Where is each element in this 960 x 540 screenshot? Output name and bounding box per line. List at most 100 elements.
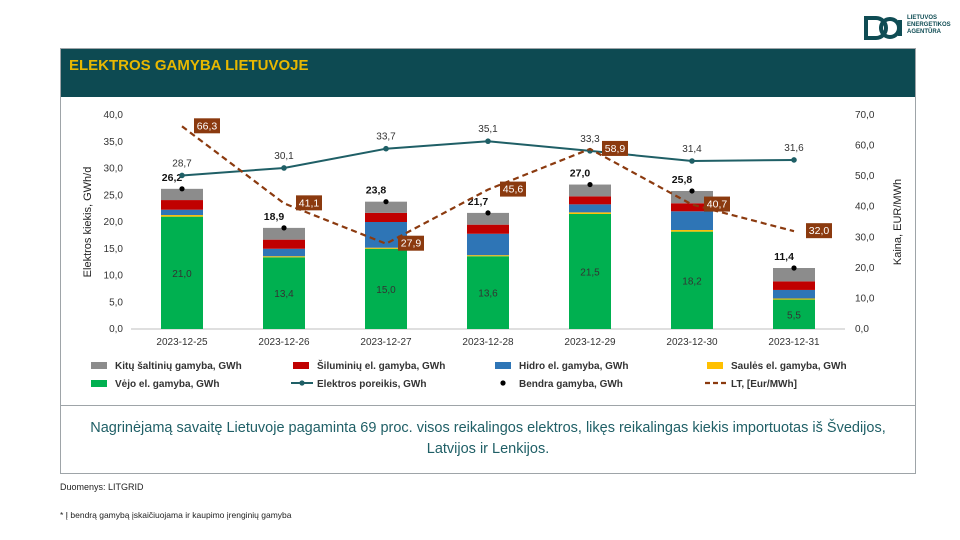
price-label-box <box>602 140 628 156</box>
y2-tick-label: 0,0 <box>855 324 869 335</box>
bar-solar <box>263 256 305 258</box>
total-data-label: 26,2 <box>162 172 183 184</box>
bar-other <box>263 227 305 240</box>
bar-hydro <box>161 209 203 216</box>
legend-label: Saulės el. gamyba, GWh <box>731 361 847 372</box>
demand-data-label: 31,4 <box>682 144 702 155</box>
demand-data-label: 33,3 <box>580 134 600 145</box>
price-label-box <box>704 196 730 212</box>
source-text: Duomenys: LITGRID <box>60 482 144 492</box>
chart: 0,0 5,0 10,0 15,0 20,0 25,0 30,0 35,0 40,0 0,0 10,… <box>82 110 904 390</box>
wind-data-label: 15,0 <box>376 285 396 296</box>
y-tick-label: 5,0 <box>109 297 123 308</box>
bar-solar <box>671 230 713 232</box>
x-tick-label: 2023-12-26 <box>258 337 310 348</box>
bar-other <box>467 212 509 225</box>
x-tick-label: 2023-12-25 <box>156 337 208 348</box>
total-point <box>383 199 389 205</box>
total-point <box>485 210 491 216</box>
wind-data-label: 18,2 <box>682 276 702 287</box>
logo-text: LIETUVOS ENERGETIKOS AGENTŪRA <box>907 15 951 36</box>
total-data-label: 11,4 <box>774 251 794 263</box>
wind-data-label: 13,4 <box>274 289 294 300</box>
demand-point <box>689 158 695 164</box>
total-data-label: 27,0 <box>570 168 591 180</box>
legend-label: Bendra gamyba, GWh <box>519 379 623 390</box>
y-tick-label: 15,0 <box>104 244 124 255</box>
total-point <box>791 265 797 271</box>
logo-line-3: AGENTŪRA <box>907 29 941 35</box>
legend-label: LT, [Eur/MWh] <box>731 379 797 390</box>
bar-wind <box>161 216 203 329</box>
demand-point <box>281 165 287 171</box>
price-label-box <box>500 181 526 197</box>
total-point <box>689 188 695 194</box>
bar-solar <box>467 255 509 257</box>
bar-solar <box>569 212 611 214</box>
bar-wind <box>773 299 815 329</box>
demand-data-label: 35,1 <box>478 124 498 135</box>
legend-label: Kitų šaltinių gamyba, GWh <box>115 361 242 372</box>
chart-panel: ELEKTROS GAMYBA LIETUVOJE 0,0 5,0 10,0 15,0… <box>60 48 916 474</box>
price-label-box <box>296 195 322 211</box>
legend-swatch <box>91 362 107 369</box>
bar-thermal <box>569 196 611 205</box>
y-tick-label: 35,0 <box>104 137 124 148</box>
legend-swatch <box>91 380 107 387</box>
bar-other <box>365 201 407 213</box>
y2-tick-label: 10,0 <box>855 293 875 304</box>
wind-data-label: 13,6 <box>478 289 498 300</box>
legend-label: Elektros poreikis, GWh <box>317 379 426 390</box>
logo-mark-icon <box>864 16 902 40</box>
wind-data-label: 5,5 <box>787 310 801 321</box>
bar-wind <box>467 256 509 329</box>
y2-tick-label: 20,0 <box>855 263 875 274</box>
bar-thermal <box>773 281 815 290</box>
bar-wind <box>671 231 713 329</box>
total-data-label: 25,8 <box>672 174 693 186</box>
legend-label: Vėjo el. gamyba, GWh <box>115 379 219 390</box>
bar-solar <box>365 247 407 249</box>
x-tick-label: 2023-12-27 <box>360 337 412 348</box>
x-tick-label: 2023-12-28 <box>462 337 514 348</box>
y2-tick-label: 40,0 <box>855 202 875 213</box>
price-data-label: 66,3 <box>197 120 218 132</box>
summary-note: Nagrinėjamą savaitę Lietuvoje pagaminta … <box>61 405 915 475</box>
bar-wind <box>263 257 305 329</box>
y2-tick-label: 60,0 <box>855 141 875 152</box>
price-data-label: 41,1 <box>299 197 320 209</box>
total-point <box>281 225 287 231</box>
price-data-label: 58,9 <box>605 143 626 155</box>
y-axis-title: Elektros kiekis, GWh/d <box>82 167 94 278</box>
y2-tick-label: 50,0 <box>855 171 875 182</box>
bar-hydro <box>671 211 713 231</box>
total-point <box>179 186 185 192</box>
bar-other <box>671 190 713 204</box>
legend-label: Šiluminių el. gamyba, GWh <box>317 359 445 372</box>
demand-point <box>383 145 389 152</box>
demand-data-label: 31,6 <box>784 143 804 154</box>
price-data-label: 27,9 <box>401 238 422 250</box>
wind-data-label: 21,5 <box>580 267 600 278</box>
bar-thermal <box>365 212 407 222</box>
logo <box>862 14 952 42</box>
bar-thermal <box>467 224 509 234</box>
y-tick-label: 0,0 <box>109 324 123 335</box>
legend-swatch <box>707 362 723 369</box>
footnote-text: * Į bendrą gamybą įskaičiuojama ir kaupi… <box>60 510 292 520</box>
legend-swatch <box>293 362 309 369</box>
price-label-box <box>398 235 424 251</box>
bar-thermal <box>263 239 305 249</box>
title-bar: ELEKTROS GAMYBA LIETUVOJE <box>61 49 915 97</box>
demand-point <box>791 157 797 163</box>
price-label-box <box>194 118 220 134</box>
bar-wind <box>365 248 407 329</box>
price-label-box <box>806 223 832 239</box>
y-tick-label: 40,0 <box>104 110 124 121</box>
total-data-label: 18,9 <box>264 211 285 223</box>
bar-hydro <box>773 289 815 299</box>
bar-solar <box>161 215 203 217</box>
total-data-label: 23,8 <box>366 185 387 197</box>
x-tick-label: 2023-12-30 <box>666 337 718 348</box>
price-data-label: 32,0 <box>809 225 830 237</box>
